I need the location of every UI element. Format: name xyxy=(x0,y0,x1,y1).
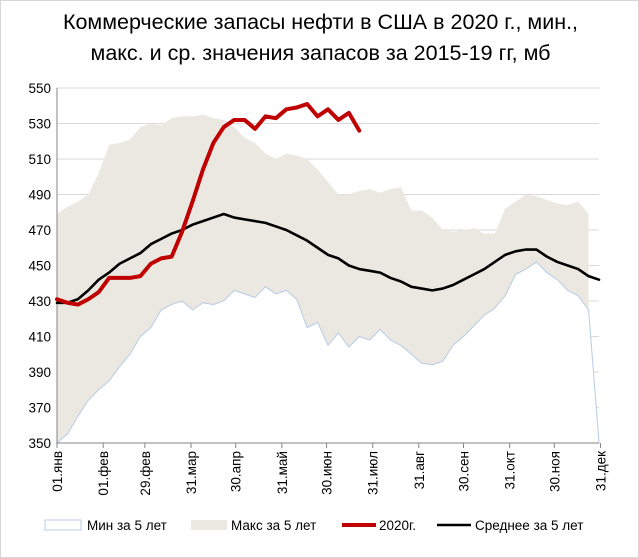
x-tick-label: 31.окт xyxy=(503,451,518,490)
legend-label-2020: 2020г. xyxy=(379,518,416,533)
chart-title: Коммерческие запасы нефти в США в 2020 г… xyxy=(1,7,639,69)
series-avg-line xyxy=(55,212,601,305)
line-layer xyxy=(55,101,601,307)
legend-swatch-min xyxy=(44,519,82,531)
y-tick-label: 530 xyxy=(28,117,51,132)
legend-item-avg: Среднее за 5 лет xyxy=(437,518,583,533)
x-tick-label: 31.дек xyxy=(593,451,608,491)
y-tick-label: 430 xyxy=(28,294,51,309)
legend-label-max: Макс за 5 лет xyxy=(231,518,316,533)
x-tick-label: 30.апр xyxy=(229,451,244,492)
x-tick-label: 31.май xyxy=(275,451,290,494)
y-tick-label: 510 xyxy=(28,152,51,167)
x-tick-label: 30.июн xyxy=(320,451,335,495)
legend-label-avg: Среднее за 5 лет xyxy=(475,518,583,533)
y-tick-label: 550 xyxy=(28,81,51,96)
y-tick-label: 370 xyxy=(28,401,51,416)
legend-swatch-max xyxy=(191,520,227,530)
band-layer xyxy=(55,114,600,444)
y-tick-label: 490 xyxy=(28,188,51,203)
series-min-band xyxy=(55,261,600,444)
axis-layer xyxy=(56,88,601,448)
x-tick-label: 01.янв xyxy=(50,451,65,492)
legend-item-min: Мин за 5 лет xyxy=(44,518,167,533)
legend: Мин за 5 лет Макс за 5 лет 2020г. Средне… xyxy=(44,518,583,533)
series-2020-line xyxy=(55,101,362,307)
chart-title-line-2: макс. и ср. значения запасов за 2015-19 … xyxy=(90,41,551,65)
y-tick-label: 390 xyxy=(28,365,51,380)
x-tick-label: 31.авг xyxy=(412,451,427,489)
y-tick-label: 470 xyxy=(28,223,51,238)
legend-item-max: Макс за 5 лет xyxy=(191,518,316,533)
x-tick-label: 31.мар xyxy=(184,451,199,494)
x-tick-labels: 01.янв 01.фев 29.фев 31.мар 30.апр 31.май 30.и… xyxy=(50,451,608,496)
x-tick-label: 01.фев xyxy=(96,451,111,496)
y-tick-label: 410 xyxy=(28,330,51,345)
y-tick-labels: 350 370 390 410 430 450 470 490 510 530 550 xyxy=(28,81,51,451)
chart-title-line-1: Коммерческие запасы нефти в США в 2020 г… xyxy=(62,10,579,34)
x-tick-label: 29.фев xyxy=(138,451,153,496)
x-tick-label: 30.ноя xyxy=(547,451,562,492)
y-tick-label: 450 xyxy=(28,259,51,274)
x-tick-label: 30.сен xyxy=(457,451,472,491)
y-tick-label: 350 xyxy=(28,436,51,451)
x-tick-label: 31.июл xyxy=(366,451,381,495)
legend-item-2020: 2020г. xyxy=(342,518,416,533)
legend-label-min: Мин за 5 лет xyxy=(87,518,167,533)
